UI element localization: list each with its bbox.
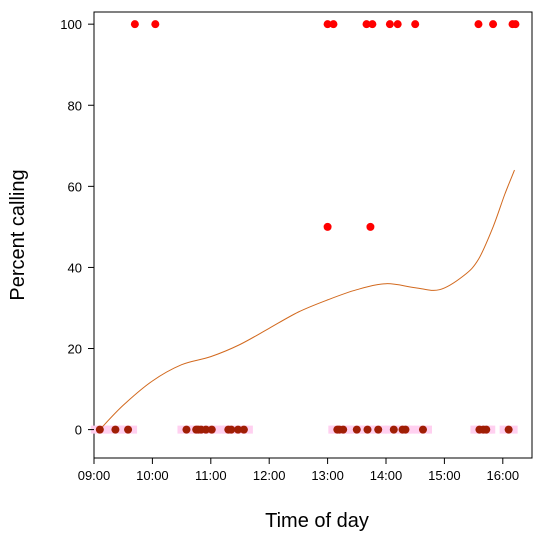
data-point [239,425,248,434]
x-tick-label: 11:00 [195,468,227,483]
data-point [389,425,398,434]
data-point [363,425,372,434]
smooth-line-layer [99,169,515,430]
x-tick-label: 13:00 [311,468,344,483]
data-point [362,20,371,29]
y-axis: 0 20 40 60 80 100 [60,17,94,438]
data-point [385,20,394,29]
data-point [130,20,139,29]
data-point [234,425,243,434]
plot-frame [93,11,533,459]
x-tick-label: 15:00 [428,468,461,483]
data-point [329,20,338,29]
data-point [511,20,520,29]
smooth-line [99,169,515,430]
y-tick-label: 80 [68,98,82,113]
x-tick-label: 09:00 [78,468,111,483]
data-point [474,20,483,29]
x-axis-title: Time of day [265,510,369,532]
data-point [366,222,375,231]
data-point [207,425,216,434]
y-axis-title: Percent calling [7,169,29,300]
x-tick-label: 16:00 [487,468,520,483]
data-point [374,425,383,434]
data-point [504,425,513,434]
x-axis: 09:00 10:00 11:00 12:00 13:00 14:00 15:00 16:00 [78,458,519,483]
y-tick-label: 40 [68,260,82,275]
data-point [393,20,402,29]
y-tick-label: 20 [68,342,82,357]
y-tick-label: 100 [60,17,82,32]
data-point [352,425,361,434]
points-layer [95,20,520,434]
data-point [227,425,236,434]
x-tick-label: 10:00 [136,468,169,483]
data-point [482,425,491,434]
data-point [323,20,332,29]
data-point [411,20,420,29]
data-point [124,425,133,434]
data-point [111,425,120,434]
data-point [418,425,427,434]
data-point [368,20,377,29]
overlap-bands [90,425,518,434]
data-point [95,425,104,434]
data-point [401,425,410,434]
x-tick-label: 12:00 [253,468,286,483]
data-point [323,222,332,231]
data-point [182,425,191,434]
data-point [151,20,160,29]
x-tick-label: 14:00 [370,468,403,483]
data-point [489,20,498,29]
y-tick-label: 60 [68,179,82,194]
y-tick-label: 0 [75,423,82,438]
data-point [339,425,348,434]
data-point [201,425,210,434]
